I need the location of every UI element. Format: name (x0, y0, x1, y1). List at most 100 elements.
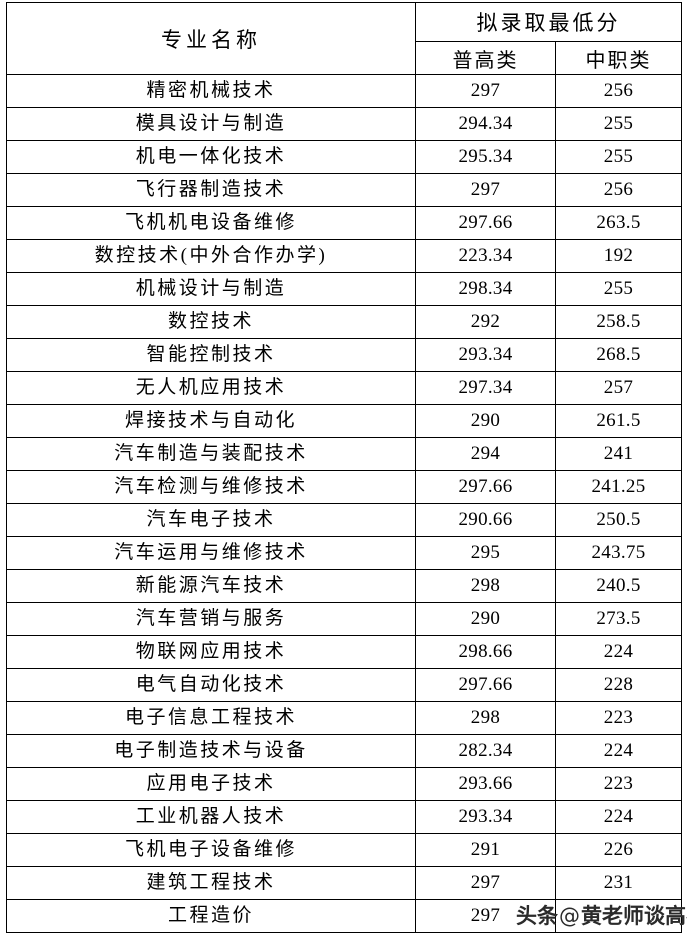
cell-vocational-score: 255 (555, 140, 682, 174)
cell-general-score: 294 (415, 437, 556, 471)
cell-vocational-score: 255 (555, 107, 682, 141)
table-row: 汽车电子技术 290.66 250.5 (6, 503, 682, 537)
cell-vocational-score: 224 (555, 800, 682, 834)
cell-vocational-score: 228 (555, 668, 682, 702)
cell-vocational-score: 223 (555, 701, 682, 735)
cell-vocational-score: 255 (555, 272, 682, 306)
cell-general-score: 298 (415, 701, 556, 735)
table-header: 专业名称 拟录取最低分 普高类 中职类 (6, 2, 682, 75)
cell-general-score: 294.34 (415, 107, 556, 141)
cell-general-score: 293.66 (415, 767, 556, 801)
cell-general-score: 297.66 (415, 668, 556, 702)
cell-vocational-score (555, 899, 682, 933)
cell-major-name: 汽车营销与服务 (6, 602, 416, 636)
cell-major-name: 物联网应用技术 (6, 635, 416, 669)
table-row: 汽车制造与装配技术 294 241 (6, 437, 682, 471)
cell-major-name: 智能控制技术 (6, 338, 416, 372)
table-row: 飞行器制造技术 297 256 (6, 173, 682, 207)
cell-general-score: 297.34 (415, 371, 556, 405)
cell-major-name: 汽车电子技术 (6, 503, 416, 537)
cell-major-name: 模具设计与制造 (6, 107, 416, 141)
cell-vocational-score: 224 (555, 635, 682, 669)
table-row: 精密机械技术 297 256 (6, 74, 682, 108)
cell-general-score: 298.34 (415, 272, 556, 306)
cell-major-name: 焊接技术与自动化 (6, 404, 416, 438)
cell-general-score: 223.34 (415, 239, 556, 273)
table-row: 应用电子技术 293.66 223 (6, 767, 682, 801)
cell-major-name: 工业机器人技术 (6, 800, 416, 834)
cell-major-name: 数控技术 (6, 305, 416, 339)
cell-vocational-score: 224 (555, 734, 682, 768)
cell-vocational-score: 258.5 (555, 305, 682, 339)
cell-general-score: 297 (415, 173, 556, 207)
header-row-sub: 普高类 中职类 (7, 41, 682, 75)
cell-general-score: 292 (415, 305, 556, 339)
cell-major-name: 汽车制造与装配技术 (6, 437, 416, 471)
column-header-vocational: 中职类 (555, 41, 682, 75)
table-row: 建筑工程技术 297 231 (6, 866, 682, 900)
cell-general-score: 291 (415, 833, 556, 867)
cell-general-score: 293.34 (415, 800, 556, 834)
cell-vocational-score: 231 (555, 866, 682, 900)
cell-general-score: 297 (415, 899, 556, 933)
cell-major-name: 电子信息工程技术 (6, 701, 416, 735)
table-row: 智能控制技术 293.34 268.5 (6, 338, 682, 372)
cell-major-name: 飞行器制造技术 (6, 173, 416, 207)
table-row: 模具设计与制造 294.34 255 (6, 107, 682, 141)
column-header-general: 普高类 (415, 41, 556, 75)
cell-general-score: 298 (415, 569, 556, 603)
table-row: 数控技术 292 258.5 (6, 305, 682, 339)
cell-general-score: 295 (415, 536, 556, 570)
table-row: 机械设计与制造 298.34 255 (6, 272, 682, 306)
cell-general-score: 297 (415, 74, 556, 108)
cell-vocational-score: 240.5 (555, 569, 682, 603)
cell-vocational-score: 256 (555, 74, 682, 108)
cell-general-score: 298.66 (415, 635, 556, 669)
cell-general-score: 297.66 (415, 206, 556, 240)
cell-vocational-score: 256 (555, 173, 682, 207)
cell-vocational-score: 261.5 (555, 404, 682, 438)
cell-major-name: 飞机电子设备维修 (6, 833, 416, 867)
cell-major-name: 机械设计与制造 (6, 272, 416, 306)
cell-general-score: 290 (415, 404, 556, 438)
cell-vocational-score: 257 (555, 371, 682, 405)
table-body: 精密机械技术 297 256 模具设计与制造 294.34 255 机电一体化技术 295.3… (6, 74, 682, 933)
table-row: 汽车运用与维修技术 295 243.75 (6, 536, 682, 570)
column-header-major: 专业名称 (6, 2, 416, 75)
cell-general-score: 297 (415, 866, 556, 900)
cell-general-score: 295.34 (415, 140, 556, 174)
cell-general-score: 293.34 (415, 338, 556, 372)
cell-major-name: 数控技术(中外合作办学) (6, 239, 416, 273)
cell-general-score: 282.34 (415, 734, 556, 768)
header-row-top: 专业名称 拟录取最低分 (6, 2, 682, 75)
cell-vocational-score: 250.5 (555, 503, 682, 537)
table-row: 物联网应用技术 298.66 224 (6, 635, 682, 669)
cell-general-score: 297.66 (415, 470, 556, 504)
column-header-score-group: 拟录取最低分 (415, 2, 682, 42)
table-row: 数控技术(中外合作办学) 223.34 192 (6, 239, 682, 273)
cell-major-name: 应用电子技术 (6, 767, 416, 801)
table-row: 汽车检测与维修技术 297.66 241.25 (6, 470, 682, 504)
cell-vocational-score: 223 (555, 767, 682, 801)
cell-vocational-score: 268.5 (555, 338, 682, 372)
table-row: 工程造价 297 (6, 899, 682, 933)
cell-general-score: 290.66 (415, 503, 556, 537)
table-row: 飞机电子设备维修 291 226 (6, 833, 682, 867)
cell-major-name: 建筑工程技术 (6, 866, 416, 900)
table-row: 汽车营销与服务 290 273.5 (6, 602, 682, 636)
table-row: 焊接技术与自动化 290 261.5 (6, 404, 682, 438)
table-row: 工业机器人技术 293.34 224 (6, 800, 682, 834)
cell-major-name: 飞机机电设备维修 (6, 206, 416, 240)
table-row: 新能源汽车技术 298 240.5 (6, 569, 682, 603)
cell-major-name: 精密机械技术 (6, 74, 416, 108)
cell-major-name: 电子制造技术与设备 (6, 734, 416, 768)
cell-vocational-score: 241 (555, 437, 682, 471)
cell-vocational-score: 192 (555, 239, 682, 273)
table-row: 电气自动化技术 297.66 228 (6, 668, 682, 702)
cell-major-name: 汽车运用与维修技术 (6, 536, 416, 570)
cell-major-name: 机电一体化技术 (6, 140, 416, 174)
table-row: 机电一体化技术 295.34 255 (6, 140, 682, 174)
cell-vocational-score: 241.25 (555, 470, 682, 504)
cell-vocational-score: 263.5 (555, 206, 682, 240)
